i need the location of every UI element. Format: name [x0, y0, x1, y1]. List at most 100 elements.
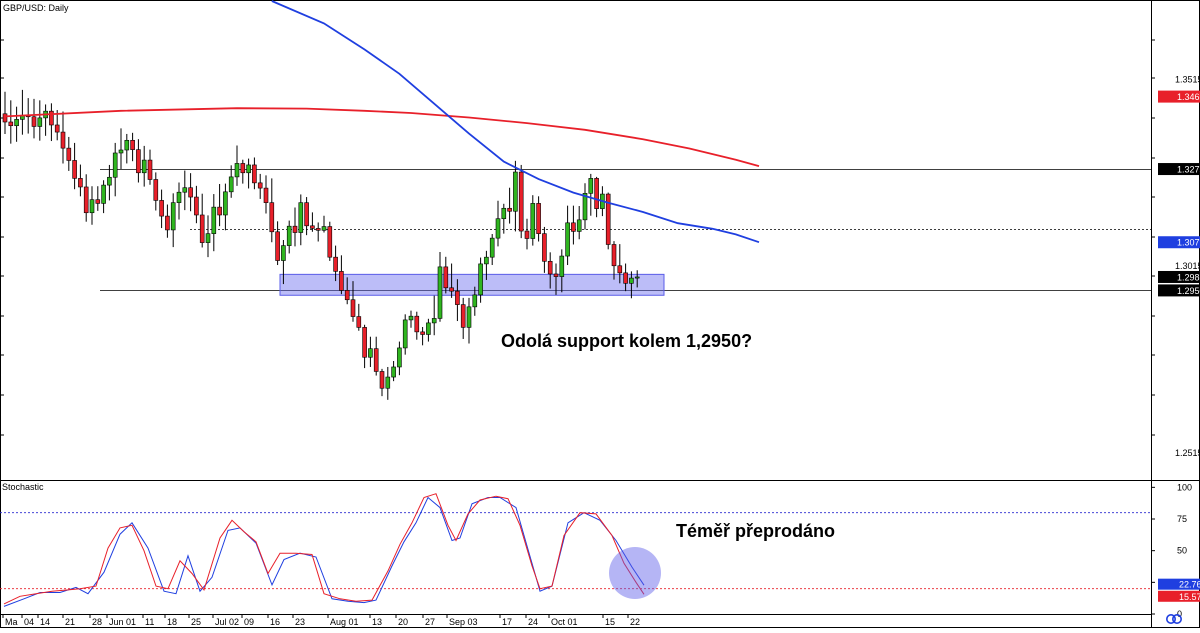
price-label-box	[1158, 90, 1200, 103]
candle-body	[118, 149, 124, 154]
candle-body	[536, 203, 541, 234]
price-label-text: 1.2950	[1177, 286, 1200, 296]
time-tick-label: 24	[528, 617, 538, 627]
candle-body	[153, 179, 159, 201]
time-tick-label: 11	[145, 617, 154, 627]
candle-body	[217, 206, 222, 216]
candle-body	[571, 222, 576, 232]
candle-body	[83, 186, 89, 214]
candle-body	[327, 226, 333, 258]
candle-body	[292, 225, 298, 233]
link-icon[interactable]	[1164, 613, 1184, 625]
price-annotation: Odolá support kolem 1,2950?	[501, 331, 752, 351]
time-tick-label: 23	[295, 617, 305, 627]
time-tick-label: Ma	[5, 617, 18, 627]
candle-body	[408, 315, 414, 321]
candle-body	[420, 331, 425, 335]
time-tick-label: 16	[270, 617, 280, 627]
candle-body	[89, 199, 95, 214]
candle-body	[60, 131, 66, 149]
candle-body	[489, 237, 495, 258]
candle-body	[472, 294, 478, 308]
candle-body	[130, 139, 135, 150]
price-label-box	[1158, 236, 1200, 249]
time-tick-label: Sep 03	[449, 617, 478, 627]
support-zone	[279, 273, 665, 296]
candle-body	[124, 139, 130, 151]
candle-body	[49, 110, 54, 126]
candle-body	[199, 214, 205, 243]
price-label-text: 1.3079	[1177, 238, 1200, 248]
candle-body	[8, 121, 14, 127]
candle-body	[629, 277, 634, 284]
time-tick-label: 18	[167, 617, 177, 627]
candle-body	[54, 124, 60, 133]
candle-body	[379, 371, 385, 389]
stoch-value-text: 22.76	[1179, 580, 1200, 590]
stoch-title-background	[1, 481, 41, 493]
candle-body	[14, 119, 19, 127]
candle-body	[397, 347, 402, 368]
candle-body	[385, 376, 391, 389]
price-tick-label: 1.3515	[1175, 74, 1200, 84]
price-chart-title: GBP/USD: Daily	[3, 3, 69, 13]
candle-body	[263, 187, 269, 203]
candle-body	[391, 366, 396, 378]
time-tick-label: 15	[605, 617, 615, 627]
candle-body	[623, 272, 628, 284]
candle-body	[147, 159, 153, 180]
price-tick-label: 1.3015	[1175, 261, 1200, 271]
candle-body	[252, 164, 257, 184]
time-tick-label: 27	[425, 617, 435, 627]
candle-body	[588, 178, 594, 194]
candle-body	[246, 164, 251, 174]
candle-body	[2, 113, 8, 123]
candle-body	[223, 191, 228, 216]
candle-body	[344, 290, 350, 301]
candle-body	[211, 206, 217, 234]
oversold-highlight	[609, 547, 661, 599]
candle-body	[437, 266, 443, 319]
stoch-annotation: Téměř přeprodáno	[676, 521, 835, 541]
title-background	[1, 1, 59, 13]
time-tick-label: 22	[630, 617, 640, 627]
candle-body	[234, 163, 240, 178]
candle-body	[559, 255, 565, 277]
price-label-text: 1.2986	[1177, 272, 1200, 282]
candle-body	[31, 116, 37, 127]
candle-body	[605, 193, 611, 245]
candle-body	[78, 178, 83, 188]
candle-body	[478, 263, 483, 296]
price-label-text: 1.3469	[1177, 92, 1200, 102]
candle-body	[594, 178, 599, 209]
time-tick-label: Jun 01	[109, 617, 136, 627]
candle-body	[495, 218, 501, 239]
candle-body	[188, 187, 193, 198]
price-label-box	[1158, 163, 1200, 176]
time-tick-label: Oct 01	[551, 617, 578, 627]
moving-average-line	[4, 107, 760, 167]
price-label-text: 1.3275	[1177, 165, 1200, 175]
candle-body	[72, 160, 77, 179]
candle-body	[518, 171, 524, 232]
stoch-tick-label: 0	[1177, 609, 1182, 619]
candle-body	[304, 202, 309, 227]
candle-body	[170, 202, 176, 231]
candle-body	[95, 199, 101, 204]
candle-body	[101, 184, 106, 204]
price-label-box	[1158, 284, 1200, 297]
time-tick-label: 28	[92, 617, 102, 627]
candle-body	[547, 260, 553, 275]
candle-body	[107, 176, 112, 186]
candle-body	[524, 230, 530, 239]
candle-body	[228, 176, 234, 193]
time-tick-label: 25	[191, 617, 201, 627]
candle-body	[159, 200, 164, 217]
candle-body	[165, 215, 170, 231]
stoch-tick-label: 50	[1177, 546, 1187, 556]
time-tick-label: 13	[372, 617, 382, 627]
candle-body	[257, 182, 263, 189]
candle-body	[362, 327, 367, 358]
candle-body	[182, 187, 188, 193]
